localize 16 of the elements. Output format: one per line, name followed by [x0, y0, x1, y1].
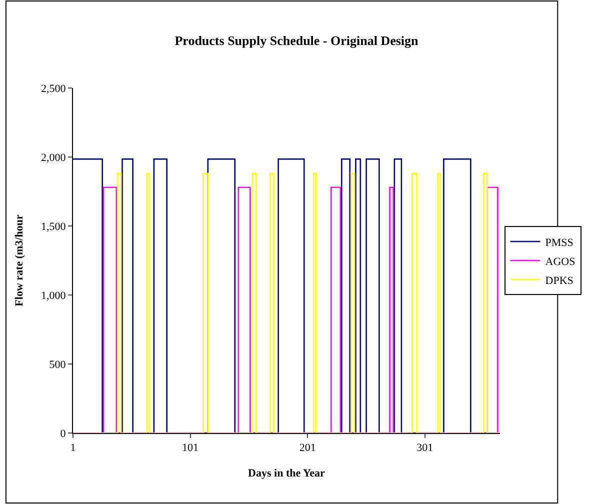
y-tick-label: 2,500	[41, 82, 66, 95]
x-axis-title: Days in the Year	[248, 467, 326, 480]
x-tick-label: 1	[70, 442, 76, 454]
x-tick-label: 201	[299, 442, 316, 454]
y-tick-label: 500	[49, 358, 66, 371]
legend-label: PMSS	[545, 236, 574, 249]
legend-label: DPKS	[545, 274, 574, 287]
y-tick-label: 0	[60, 428, 66, 440]
x-tick-label: 301	[416, 442, 434, 454]
x-tick-label: 101	[182, 442, 199, 454]
chart-title: Products Supply Schedule - Original Design	[174, 32, 420, 48]
legend-label: AGOS	[545, 256, 576, 268]
y-tick-label: 1,500	[41, 220, 66, 233]
y-tick-label: 2,000	[41, 152, 66, 164]
y-axis-title: Flow rate (m3/hour	[14, 214, 26, 306]
y-tick-label: 1,000	[41, 290, 66, 302]
